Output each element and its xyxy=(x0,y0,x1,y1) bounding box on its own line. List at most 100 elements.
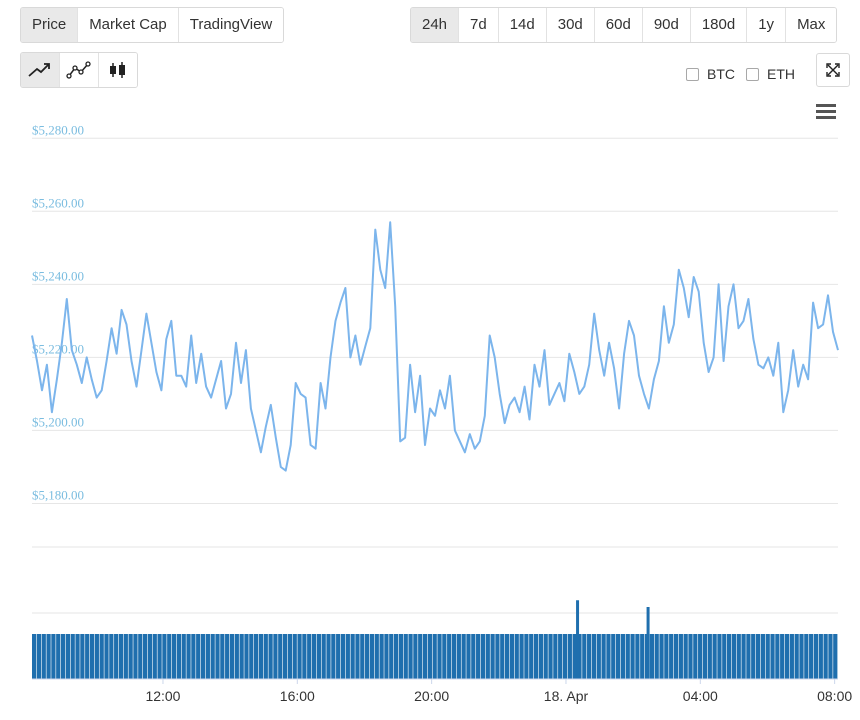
volume-bar xyxy=(640,634,645,679)
range-60d[interactable]: 60d xyxy=(594,8,643,42)
volume-bar xyxy=(36,634,42,679)
volume-bar xyxy=(393,634,399,679)
volume-bar xyxy=(611,634,616,679)
volume-bar xyxy=(340,634,346,679)
volume-bars xyxy=(32,600,838,680)
range-7d[interactable]: 7d xyxy=(459,8,499,42)
volume-bar xyxy=(200,634,206,679)
range-1y[interactable]: 1y xyxy=(747,8,787,42)
x-tick-label: 20:00 xyxy=(414,688,449,704)
volume-bar xyxy=(702,634,708,679)
btc-checkbox[interactable] xyxy=(686,67,699,81)
volume-bar xyxy=(673,634,679,679)
volume-bar xyxy=(345,634,350,679)
grid-lines xyxy=(32,137,838,614)
volume-bar xyxy=(490,634,495,679)
volume-bar xyxy=(244,634,249,679)
volume-bar xyxy=(659,634,664,679)
volume-bar xyxy=(89,634,95,679)
volume-bar xyxy=(813,634,819,679)
volume-bar xyxy=(143,634,148,679)
chart-menu-button[interactable] xyxy=(814,101,838,121)
line-chart-button[interactable] xyxy=(21,53,60,87)
y-tick-label: $5,240.00 xyxy=(32,268,84,283)
volume-bar xyxy=(268,634,273,679)
volume-bar xyxy=(369,634,375,679)
volume-bar xyxy=(360,634,365,679)
volume-bar xyxy=(818,634,823,679)
volume-bar xyxy=(56,634,61,679)
eth-checkbox[interactable] xyxy=(746,67,759,81)
volume-bar xyxy=(331,634,336,679)
volume-bar xyxy=(630,634,635,679)
view-tabs: Price Market Cap TradingView xyxy=(20,7,285,43)
volume-bar xyxy=(176,634,182,679)
volume-bar xyxy=(799,634,804,679)
volume-bar xyxy=(509,634,515,679)
volume-bar xyxy=(278,634,283,679)
volume-bar xyxy=(311,634,317,679)
point-line-chart-button[interactable] xyxy=(60,53,99,87)
volume-bar xyxy=(635,634,640,679)
volume-bar xyxy=(70,634,75,679)
volume-bar xyxy=(698,634,703,679)
volume-bar xyxy=(582,634,587,679)
compare-btc[interactable]: BTC xyxy=(686,66,735,82)
volume-bar xyxy=(726,634,732,679)
hamburger-menu-icon xyxy=(816,104,836,119)
volume-bar xyxy=(403,634,408,679)
compare-eth[interactable]: ETH xyxy=(746,66,795,82)
volume-bar xyxy=(495,634,500,679)
volume-bar xyxy=(751,634,756,679)
volume-bar xyxy=(722,634,727,679)
tab-price[interactable]: Price xyxy=(21,8,79,42)
range-max[interactable]: Max xyxy=(786,8,837,42)
volume-bar xyxy=(384,634,389,679)
volume-bar xyxy=(297,634,302,679)
range-180d[interactable]: 180d xyxy=(690,8,748,42)
volume-bar xyxy=(234,634,239,679)
volume-bar xyxy=(794,634,799,679)
volume-bar xyxy=(138,634,143,679)
volume-bar xyxy=(104,634,109,679)
volume-bar xyxy=(683,634,688,679)
volume-bar xyxy=(258,634,264,679)
y-tick-label: $5,180.00 xyxy=(32,487,84,502)
x-tick-label: 08:00 xyxy=(817,688,852,704)
volume-bar xyxy=(196,634,201,679)
volume-bar xyxy=(229,634,235,679)
volume-bar xyxy=(567,634,572,679)
y-tick-label: $5,280.00 xyxy=(32,122,84,137)
x-tick-label: 12:00 xyxy=(145,688,180,704)
volume-bar xyxy=(316,634,321,679)
volume-bar xyxy=(350,634,355,679)
volume-bar xyxy=(828,634,833,679)
volume-bar xyxy=(514,634,519,679)
volume-bar xyxy=(355,634,360,679)
tab-tradingview[interactable]: TradingView xyxy=(178,8,284,42)
volume-bar xyxy=(442,634,447,679)
y-axis-labels: $5,180.00 $5,200.00 $5,220.00 $5,240.00 $5,2… xyxy=(32,122,84,502)
fullscreen-button[interactable] xyxy=(816,53,850,87)
volume-bar xyxy=(596,634,601,679)
volume-bar xyxy=(94,634,99,679)
volume-bar xyxy=(191,634,196,679)
line-chart-icon xyxy=(28,63,50,77)
volume-bar xyxy=(707,634,712,679)
tab-market-cap[interactable]: Market Cap xyxy=(78,8,179,42)
candlestick-chart-button[interactable] xyxy=(99,53,137,87)
range-14d[interactable]: 14d xyxy=(498,8,547,42)
volume-bar xyxy=(152,634,157,679)
volume-bar xyxy=(51,634,56,679)
volume-bar xyxy=(587,634,592,679)
volume-bar xyxy=(157,634,162,679)
volume-bar xyxy=(741,634,746,679)
expand-icon xyxy=(826,63,840,77)
range-24h[interactable]: 24h xyxy=(411,8,460,42)
volume-bar xyxy=(282,634,288,679)
range-90d[interactable]: 90d xyxy=(642,8,691,42)
volume-bar xyxy=(765,634,770,679)
volume-bar xyxy=(480,634,486,679)
range-30d[interactable]: 30d xyxy=(546,8,595,42)
volume-bar xyxy=(504,634,510,679)
